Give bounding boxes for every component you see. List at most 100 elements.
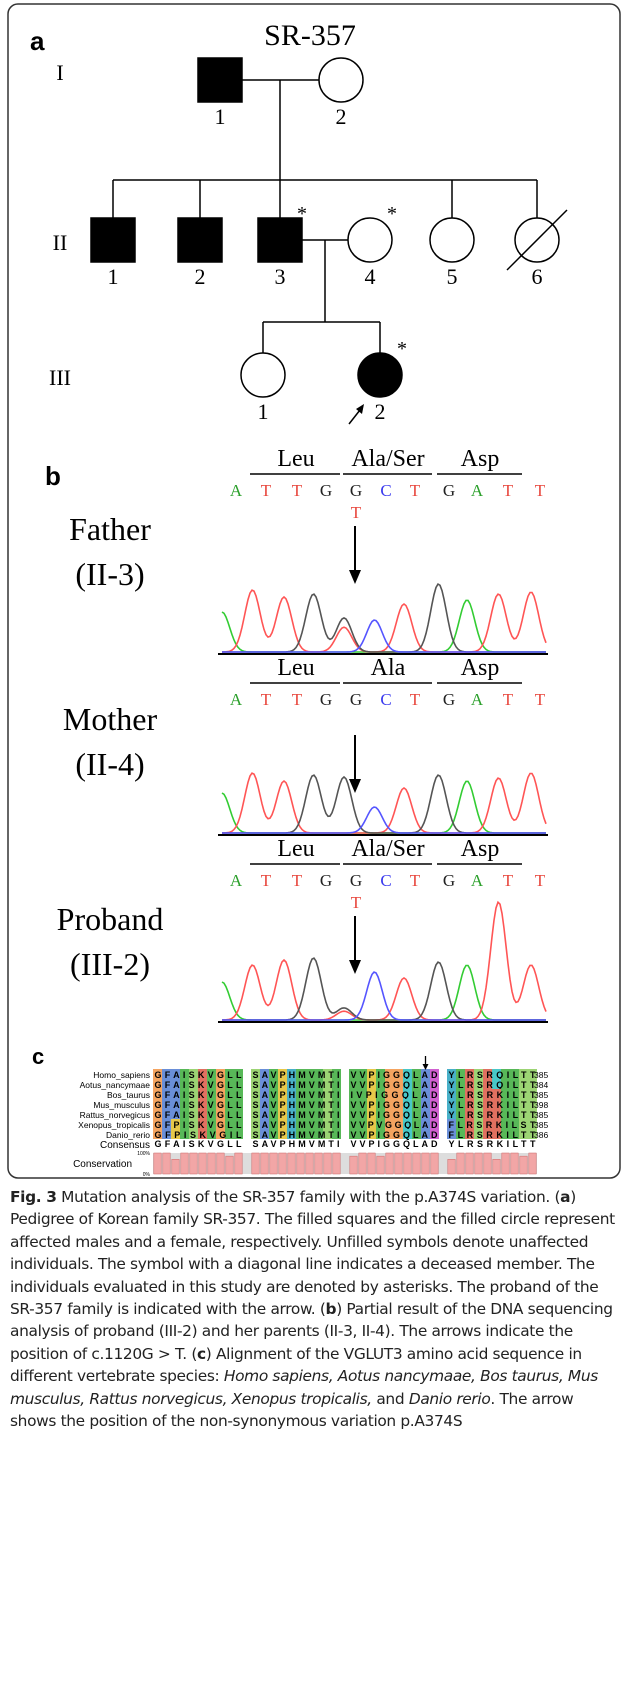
- pedigree-title: SR-357: [264, 19, 356, 52]
- base: T: [261, 690, 272, 709]
- conservation-bar: [306, 1153, 313, 1174]
- base: C: [380, 690, 391, 709]
- generation-label: II: [53, 230, 68, 255]
- conservation-bar: [217, 1153, 224, 1174]
- asterisk: *: [387, 203, 397, 225]
- base: T: [292, 690, 303, 709]
- conservation-bar: [181, 1153, 188, 1174]
- base: T: [503, 690, 514, 709]
- conservation-bar: [359, 1153, 366, 1174]
- conservation-bar: [520, 1156, 527, 1174]
- base: T: [535, 690, 546, 709]
- conservation-bar: [493, 1159, 500, 1174]
- sequence-block: FLRSRKILST: [449, 1120, 537, 1130]
- individual-number: 2: [375, 399, 386, 424]
- base: A: [230, 481, 243, 500]
- codon-label: Ala/Ser: [351, 446, 424, 472]
- sequence-block: VVPIGGQLAD: [351, 1100, 439, 1110]
- base: A: [471, 481, 484, 500]
- conservation-bar: [297, 1153, 304, 1174]
- conservation-bar: [172, 1159, 179, 1174]
- species-name: Rattus_norvegicus: [80, 1110, 150, 1120]
- base: A: [230, 871, 243, 890]
- conservation-bar: [261, 1153, 268, 1174]
- conservation-bar: [457, 1153, 464, 1174]
- conservation-bar: [235, 1153, 242, 1174]
- consensus-label: Consensus: [100, 1140, 150, 1151]
- individual-number: 2: [195, 264, 206, 289]
- alt-base: T: [351, 503, 362, 522]
- female-symbol: [358, 353, 402, 397]
- base: G: [320, 481, 332, 500]
- species-name: Danio_rerio: [106, 1130, 150, 1140]
- individual-number: 1: [258, 399, 269, 424]
- codon-label: Leu: [277, 836, 314, 862]
- position: 398: [534, 1100, 548, 1110]
- male-symbol: [258, 218, 302, 262]
- base: T: [261, 481, 272, 500]
- species-name: Bos_taurus: [107, 1090, 150, 1100]
- conservation-bar: [279, 1153, 286, 1174]
- sequence-block: VVPIGGQLAD: [351, 1080, 439, 1090]
- base: C: [380, 871, 391, 890]
- conservation-bar: [404, 1153, 411, 1174]
- conservation-bar: [466, 1153, 473, 1174]
- species-name: Mus_musculus: [93, 1100, 150, 1110]
- conservation-bar: [154, 1153, 161, 1174]
- base: T: [410, 481, 421, 500]
- base: A: [230, 690, 243, 709]
- caption-bold: b: [326, 1300, 337, 1318]
- caption-bold: c: [197, 1345, 206, 1363]
- sequence-block: VVPIGGQLAD: [351, 1070, 439, 1080]
- conservation-bar: [413, 1153, 420, 1174]
- caption-text: a: [560, 1188, 570, 1206]
- female-symbol: [319, 58, 363, 102]
- conservation-label: Conservation: [73, 1159, 132, 1170]
- male-symbol: [91, 218, 135, 262]
- sequence-block: YLRSRKILTT: [449, 1139, 537, 1149]
- sample-name: Mother: [63, 701, 158, 737]
- base: T: [503, 871, 514, 890]
- conservation-bar: [368, 1153, 375, 1174]
- generation-label: I: [56, 60, 63, 85]
- codon-label: Asp: [461, 836, 500, 862]
- conservation-bar: [422, 1153, 429, 1174]
- individual-number: 3: [275, 264, 286, 289]
- sequence-block: GFAISKVGLL: [155, 1100, 243, 1110]
- codon-label: Leu: [277, 655, 314, 681]
- sequence-block: VVPVGGQLAD: [351, 1120, 439, 1130]
- individual-number: 2: [336, 104, 347, 129]
- base: G: [350, 481, 362, 500]
- base: G: [443, 481, 455, 500]
- generation-label: III: [49, 365, 71, 390]
- base: G: [350, 871, 362, 890]
- asterisk: *: [397, 338, 407, 360]
- position: 385: [534, 1120, 548, 1130]
- sequence-block: GFAISKVGLL: [155, 1080, 243, 1090]
- female-symbol: [348, 218, 392, 262]
- codon-label: Leu: [277, 446, 314, 472]
- sequence-block: YLRSRQILTT: [449, 1080, 537, 1090]
- conservation-bar: [252, 1153, 259, 1174]
- conservation-bar: [199, 1153, 206, 1174]
- base: A: [471, 871, 484, 890]
- conservation-bar: [163, 1153, 170, 1174]
- codon-label: Ala: [371, 655, 406, 681]
- codon-label: Asp: [461, 446, 500, 472]
- individual-number: 4: [365, 264, 376, 289]
- base: G: [320, 690, 332, 709]
- sequence-block: GFAISKVGLL: [155, 1110, 243, 1120]
- caption-bold: Fig. 3: [10, 1188, 57, 1206]
- base: T: [535, 871, 546, 890]
- codon-label: Ala/Ser: [351, 836, 424, 862]
- conservation-bar: [350, 1156, 357, 1174]
- caption-text: and: [372, 1390, 409, 1408]
- conservation-bar: [288, 1153, 295, 1174]
- conservation-bar: [324, 1153, 331, 1174]
- conservation-bar: [208, 1153, 215, 1174]
- caption-text: Fig. 3: [10, 1188, 57, 1206]
- caption-bold: a: [560, 1188, 570, 1206]
- conservation-bar: [270, 1153, 277, 1174]
- individual-number: 5: [447, 264, 458, 289]
- base: A: [471, 690, 484, 709]
